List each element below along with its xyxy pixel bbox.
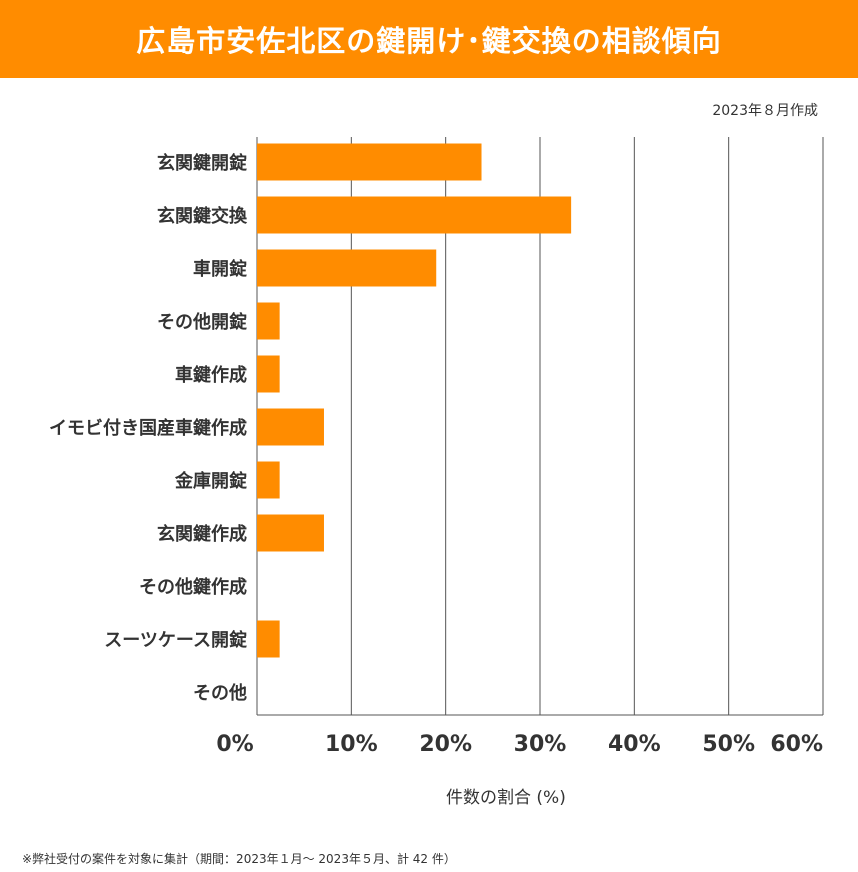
category-label: 車鍵作成 bbox=[175, 364, 247, 386]
page-title: 広島市安佐北区の鍵開け･鍵交換の相談傾向 bbox=[136, 24, 722, 58]
bar bbox=[257, 620, 280, 658]
bar bbox=[257, 355, 280, 393]
bar bbox=[257, 196, 572, 234]
date-note: 2023年８月作成 bbox=[712, 103, 818, 119]
category-label: スーツケース開錠 bbox=[104, 629, 247, 651]
bar bbox=[257, 302, 280, 340]
category-label: 玄関鍵作成 bbox=[157, 523, 247, 545]
category-label: 車開錠 bbox=[193, 258, 247, 280]
bar bbox=[257, 514, 324, 552]
bar bbox=[257, 249, 437, 287]
tick-label: 40% bbox=[608, 732, 661, 757]
bar bbox=[257, 143, 482, 181]
tick-label: 10% bbox=[325, 732, 378, 757]
category-label: その他開錠 bbox=[157, 311, 247, 333]
bar bbox=[257, 461, 280, 499]
category-label: その他鍵作成 bbox=[139, 576, 247, 598]
tick-label: 50% bbox=[702, 732, 755, 757]
category-label: 玄関鍵交換 bbox=[157, 205, 248, 227]
tick-label: 60% bbox=[770, 732, 823, 757]
tick-label: 20% bbox=[419, 732, 472, 757]
category-label: 金庫開錠 bbox=[174, 470, 247, 492]
x-axis-title: 件数の割合 (%) bbox=[446, 788, 566, 808]
category-label: その他 bbox=[193, 682, 247, 704]
category-label: 玄関鍵開錠 bbox=[157, 152, 247, 174]
footnote: ※弊社受付の案件を対象に集計（期間：2023年１月～ 2023年５月、計 42 … bbox=[22, 852, 456, 866]
bar bbox=[257, 408, 324, 446]
category-label: イモビ付き国産車鍵作成 bbox=[49, 417, 247, 439]
tick-label: 0% bbox=[216, 732, 253, 757]
title-bar: 広島市安佐北区の鍵開け･鍵交換の相談傾向 bbox=[0, 0, 858, 78]
tick-label: 30% bbox=[514, 732, 567, 757]
